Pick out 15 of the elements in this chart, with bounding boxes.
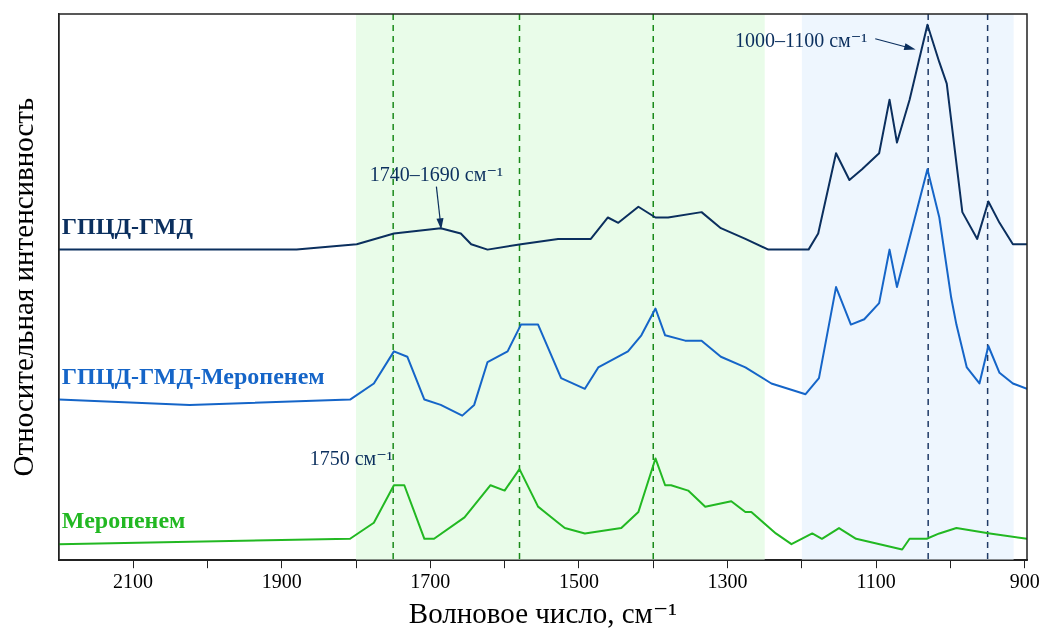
x-tick-label: 1900 (261, 570, 302, 593)
series-label: ГПЦД-ГМД-Меропенем (61, 362, 325, 389)
series-label: Меропенем (61, 507, 186, 534)
series-label: ГПЦД-ГМД (61, 212, 194, 239)
x-tick-label: 2100 (113, 570, 154, 593)
annotation: 1740–1690 см⁻¹ (369, 162, 503, 185)
x-tick-label: 1100 (856, 570, 896, 593)
x-tick-label: 900 (1009, 570, 1040, 593)
annotation: 1000–1100 см⁻¹ (734, 28, 868, 51)
x-tick-label: 1500 (558, 570, 599, 593)
x-tick-label: 1700 (410, 570, 451, 593)
annotation: 1750 см⁻¹ (309, 446, 393, 469)
x-tick-label: 1300 (707, 570, 748, 593)
y-axis-title: Относительная интенсивность (7, 97, 40, 477)
x-axis-title: Волновое число, см⁻¹ (408, 597, 677, 630)
